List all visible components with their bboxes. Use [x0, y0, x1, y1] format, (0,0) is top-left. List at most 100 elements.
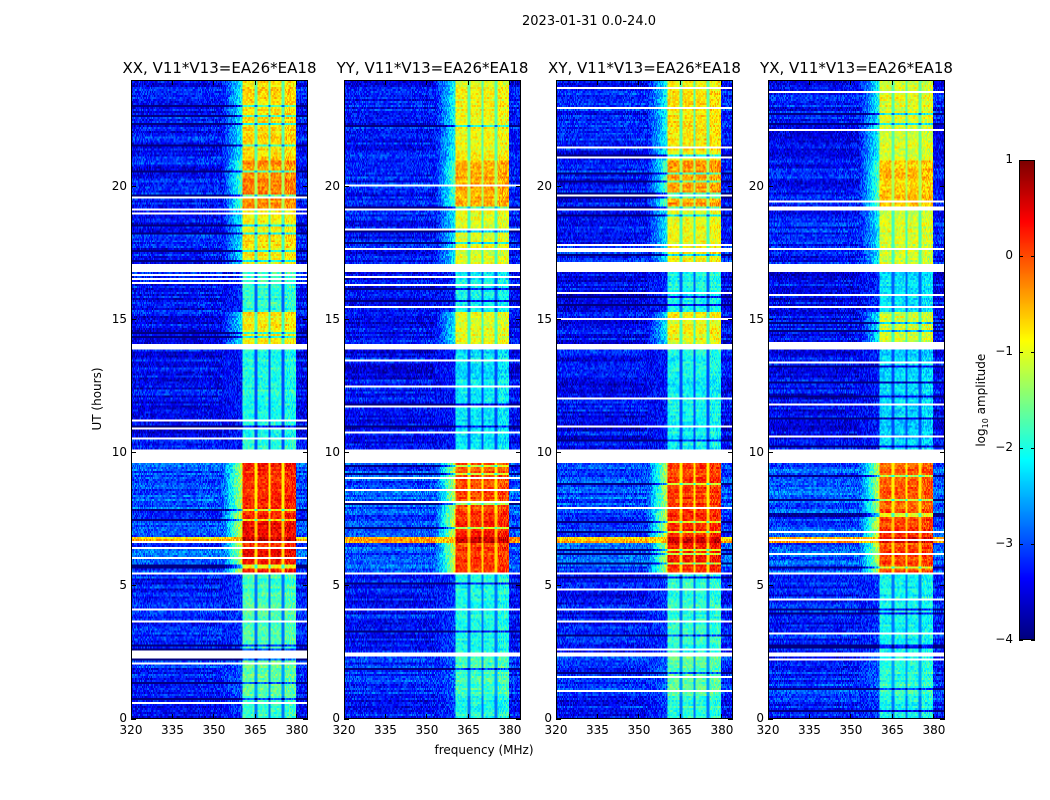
y-tick — [516, 585, 521, 587]
y-tick — [556, 186, 561, 187]
x-tick-label: 365 — [669, 723, 692, 737]
panel-title: YX, V11*V13=EA26*EA18 — [760, 59, 953, 77]
x-tick-label: 350 — [627, 723, 651, 737]
y-tick-label: 5 — [756, 577, 764, 592]
colorbar-tick — [1031, 351, 1035, 353]
y-tick — [344, 585, 349, 587]
y-tick-label: 0 — [332, 711, 340, 725]
y-tick-label: 10 — [536, 444, 552, 459]
colorbar-tick — [1031, 159, 1035, 161]
y-tick — [728, 585, 733, 587]
y-tick — [516, 186, 521, 187]
x-tick — [555, 80, 557, 85]
y-tick-label: 5 — [119, 577, 127, 592]
colorbar-tick — [1019, 255, 1023, 257]
x-tick — [254, 714, 256, 719]
x-tick-label: 335 — [374, 723, 397, 737]
x-tick — [638, 80, 640, 85]
colorbar-tick — [1019, 447, 1023, 449]
y-tick — [728, 186, 733, 187]
x-tick — [933, 714, 935, 719]
y-tick — [556, 319, 561, 321]
x-tick — [679, 714, 681, 719]
y-tick-label: 15 — [111, 311, 127, 326]
panel-title: XY, V11*V13=EA26*EA18 — [548, 59, 741, 77]
x-tick-label: 365 — [881, 723, 904, 737]
x-tick — [384, 80, 386, 85]
x-tick — [130, 80, 132, 85]
x-tick — [596, 80, 598, 85]
y-tick — [516, 718, 521, 720]
x-tick-label: 350 — [202, 723, 226, 737]
x-tick — [933, 80, 935, 85]
y-tick-label: 20 — [324, 178, 340, 193]
colorbar-tick-label: −4 — [995, 632, 1013, 646]
x-tick — [171, 80, 173, 85]
y-tick-label: 10 — [748, 444, 764, 459]
colorbar-tick — [1031, 543, 1035, 545]
y-tick-label: 20 — [536, 178, 552, 193]
colorbar-tick-label: −2 — [995, 440, 1013, 454]
y-tick-label: 20 — [111, 178, 127, 193]
y-tick — [768, 585, 773, 587]
x-tick — [467, 80, 469, 85]
y-tick — [303, 186, 308, 187]
x-tick — [596, 714, 598, 719]
x-axis-label: frequency (MHz) — [434, 743, 534, 757]
x-tick-label: 350 — [839, 723, 863, 737]
y-tick-label: 10 — [324, 444, 340, 459]
y-tick — [940, 319, 945, 321]
x-tick — [767, 80, 769, 85]
x-tick — [891, 80, 893, 85]
x-tick — [467, 714, 469, 719]
colorbar-tick-label: −3 — [995, 536, 1013, 550]
x-tick — [808, 80, 810, 85]
x-tick — [638, 714, 640, 719]
y-tick-label: 10 — [111, 444, 127, 459]
y-tick — [556, 452, 561, 454]
y-tick — [768, 186, 773, 187]
x-tick — [296, 80, 298, 85]
panel-title: YY, V11*V13=EA26*EA18 — [336, 59, 529, 77]
y-axis-label: UT (hours) — [90, 367, 104, 431]
x-tick — [384, 714, 386, 719]
y-tick-label: 15 — [324, 311, 340, 326]
y-tick-label: 5 — [332, 577, 340, 592]
x-tick — [213, 714, 215, 719]
panel-title: XX, V11*V13=EA26*EA18 — [122, 59, 317, 77]
y-tick-label: 15 — [748, 311, 764, 326]
x-tick — [171, 714, 173, 719]
x-tick-label: 335 — [586, 723, 609, 737]
y-tick — [940, 452, 945, 454]
x-tick — [426, 80, 428, 85]
x-tick-label: 320 — [119, 723, 143, 737]
colorbar-label-text: amplitude — [973, 353, 988, 419]
x-tick — [343, 714, 345, 719]
x-tick — [296, 714, 298, 719]
spectrogram-heatmap — [132, 81, 307, 718]
spectrogram-panel — [556, 80, 733, 719]
spectrogram-heatmap — [345, 81, 520, 718]
x-tick — [679, 80, 681, 85]
y-tick — [344, 452, 349, 454]
colorbar-tick — [1031, 447, 1035, 449]
x-tick-label: 320 — [756, 723, 780, 737]
y-tick-label: 0 — [756, 711, 764, 725]
colorbar-tick-label: −1 — [995, 344, 1013, 358]
x-tick — [808, 714, 810, 719]
x-tick-label: 335 — [161, 723, 184, 737]
colorbar-tick — [1019, 351, 1023, 353]
x-tick-label: 320 — [332, 723, 356, 737]
x-tick — [891, 714, 893, 719]
x-tick-label: 380 — [498, 723, 522, 737]
x-tick — [721, 80, 723, 85]
y-tick — [516, 452, 521, 454]
y-tick — [131, 186, 136, 187]
colorbar-tick-label: 0 — [1005, 248, 1013, 262]
y-tick-label: 0 — [119, 711, 127, 725]
y-tick — [940, 718, 945, 720]
colorbar-tick — [1019, 543, 1023, 545]
colorbar — [1019, 160, 1035, 640]
figure-title: 2023-01-31 0.0-24.0 — [522, 14, 656, 29]
x-tick-label: 320 — [544, 723, 568, 737]
